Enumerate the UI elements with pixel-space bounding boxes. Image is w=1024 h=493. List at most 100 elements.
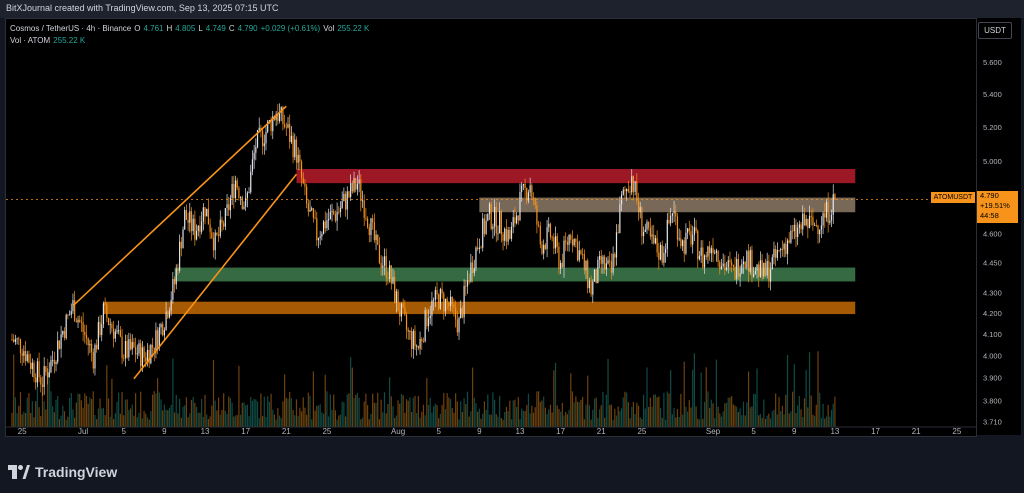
candle-body (698, 255, 701, 260)
volume-bar (246, 404, 248, 427)
x-tick-label: 5 (751, 427, 756, 436)
volume-bar (46, 358, 49, 427)
volume-bar (30, 413, 32, 427)
volume-bar (807, 407, 809, 427)
volume-bar (368, 419, 370, 427)
volume-bar (575, 396, 577, 427)
candle-body (810, 215, 812, 217)
candle-body (551, 236, 553, 238)
volume-bar (285, 397, 287, 427)
candle-body (223, 223, 225, 227)
price-scale[interactable]: 5.6005.4005.2005.0004.8004.6004.4504.300… (976, 18, 1021, 435)
candle-body (709, 246, 711, 254)
channel-trendline (72, 105, 287, 307)
candle-body (830, 214, 833, 221)
volume-bar (781, 405, 784, 427)
volume-bar (260, 393, 262, 427)
volume-bar (338, 415, 340, 427)
volume-bar (830, 409, 833, 427)
candle-body (455, 307, 457, 320)
volume-bar (138, 412, 140, 427)
candle-body (607, 260, 609, 264)
volume-bar (797, 405, 799, 427)
volume-bar (680, 393, 682, 427)
volume-bar (26, 397, 28, 427)
candle-body (182, 229, 184, 249)
volume-bar (526, 405, 528, 427)
candle-body (485, 220, 487, 234)
volume-bar (731, 396, 733, 427)
volume-bar (67, 416, 69, 427)
candle-body (769, 269, 772, 282)
volume-bar (803, 398, 806, 427)
volume-bar (698, 419, 701, 427)
chart-pane[interactable]: 25 Jul 5 9 13 17 21 25 Aug 5 9 13 17 21 25 Sep 5 9 13 17 21 2… (5, 18, 977, 437)
volume-bar (160, 399, 162, 427)
candle-body (329, 211, 331, 220)
volume-bar (705, 367, 707, 427)
candle-body (829, 220, 831, 223)
candle-body (487, 214, 489, 221)
candle-body (744, 261, 746, 268)
volume-bar (763, 399, 765, 427)
candle-body (646, 221, 648, 230)
volume-bar (385, 413, 387, 427)
candle-body (233, 184, 235, 199)
last-price-change: +19.51% (980, 201, 1010, 210)
candle-body (588, 280, 591, 289)
candle-body (637, 200, 640, 213)
volume-bar (646, 367, 648, 427)
volume-bar (544, 407, 546, 427)
candle-body (529, 185, 531, 193)
volume-bar (307, 392, 309, 427)
candle-body (732, 264, 734, 267)
y-tick-label: 3.710 (983, 417, 1002, 426)
candle-body (753, 274, 755, 277)
volume-bar (304, 407, 306, 427)
volume-bar (129, 408, 132, 427)
candle-layer (11, 103, 836, 397)
volume-bar (571, 391, 574, 427)
candle-body (28, 354, 30, 363)
volume-bar (267, 396, 269, 427)
volume-bar (302, 397, 304, 427)
volume-bar (465, 404, 467, 427)
volume-bar (824, 418, 826, 427)
candle-body (65, 314, 67, 339)
candlestick-chart[interactable]: 25 Jul 5 9 13 17 21 25 Aug 5 9 13 17 21 25 Sep 5 9 13 17 21 2… (6, 19, 976, 436)
volume-bar (60, 415, 62, 427)
volume-bar (53, 412, 55, 427)
candle-body (197, 225, 199, 231)
volume-bar (659, 408, 662, 427)
open-label: O (134, 24, 141, 33)
volume-bar (746, 402, 748, 427)
candle-body (366, 218, 369, 228)
volume-bar (676, 409, 679, 427)
y-tick-label: 5.400 (983, 90, 1002, 99)
y-tick-label: 4.450 (983, 259, 1002, 268)
candle-body (822, 213, 824, 226)
volume-bar (687, 411, 689, 427)
candle-body (751, 250, 753, 277)
change-value: +0.029 (+0.61%) (260, 24, 321, 33)
candle-body (43, 366, 45, 387)
volume-bar (436, 405, 438, 427)
volume-bar (461, 412, 464, 427)
last-price-tag: 4.790 +19.51% 44:58 (977, 191, 1018, 223)
candle-body (648, 221, 650, 228)
volume-bar (33, 417, 35, 427)
volume-bar (388, 377, 391, 427)
candle-body (505, 228, 508, 242)
currency-button[interactable]: USDT (978, 22, 1012, 39)
volume-bar (492, 392, 494, 427)
x-tick-label: 25 (322, 427, 331, 436)
volume-bar (825, 416, 828, 427)
volume-bar (560, 411, 562, 427)
candle-body (119, 330, 121, 337)
candle-body (475, 247, 477, 269)
volume-bar (402, 395, 404, 427)
tradingview-logo[interactable]: TradingView (8, 464, 117, 480)
volume-bar (277, 408, 279, 427)
volume-bar (348, 393, 350, 427)
candle-body (641, 207, 643, 237)
